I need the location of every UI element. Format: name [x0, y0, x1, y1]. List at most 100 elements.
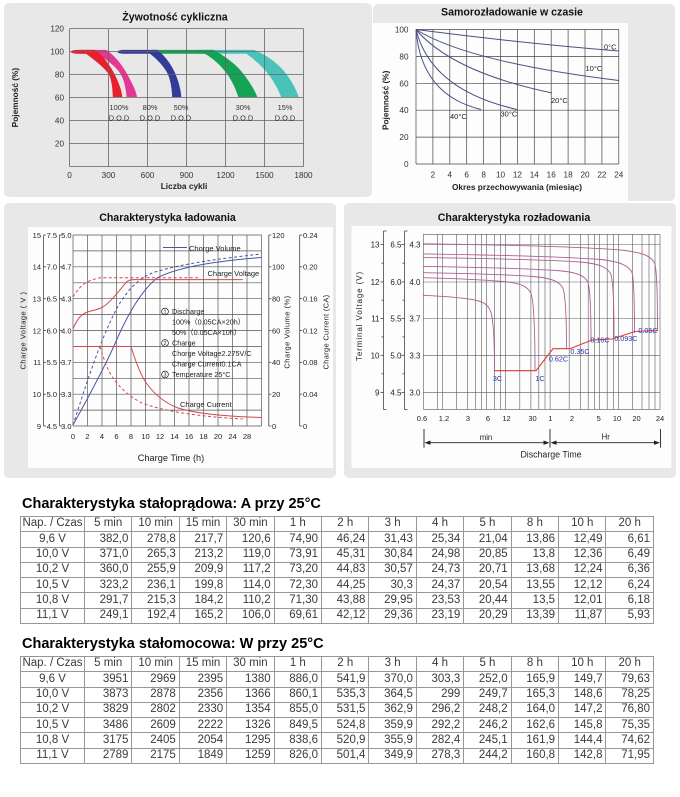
svg-text:0: 0 — [303, 422, 307, 431]
svg-text:3C: 3C — [493, 374, 502, 383]
svg-text:60: 60 — [55, 94, 65, 103]
svg-text:Hr: Hr — [602, 433, 611, 442]
svg-text:Chorge Volume: Chorge Volume — [189, 244, 241, 253]
svg-text:Charakterystyka ładowania: Charakterystyka ładowania — [99, 212, 236, 224]
svg-text:Okres przechowywania (miesiąc): Okres przechowywania (miesiąc) — [452, 182, 582, 192]
svg-text:Charge Current: Charge Current — [180, 400, 233, 409]
svg-text:2: 2 — [85, 432, 89, 441]
svg-text:100: 100 — [395, 26, 409, 35]
svg-text:3: 3 — [466, 414, 470, 423]
svg-text:80: 80 — [272, 295, 280, 304]
svg-text:28: 28 — [243, 432, 251, 441]
svg-text:Discharge Time: Discharge Time — [520, 450, 581, 460]
svg-text:8: 8 — [481, 171, 486, 180]
svg-text:6: 6 — [464, 171, 469, 180]
svg-text:40: 40 — [399, 106, 409, 115]
svg-text:3.0: 3.0 — [409, 388, 421, 397]
svg-text:2: 2 — [163, 341, 166, 347]
svg-text:1500: 1500 — [255, 171, 274, 180]
svg-text:D.O.D: D.O.D — [171, 114, 192, 123]
svg-text:10: 10 — [496, 171, 506, 180]
svg-text:60: 60 — [272, 326, 280, 335]
svg-text:0.16: 0.16 — [303, 295, 318, 304]
svg-text:11: 11 — [371, 315, 380, 324]
svg-text:14: 14 — [33, 263, 41, 272]
svg-text:13: 13 — [33, 295, 41, 304]
svg-text:24: 24 — [228, 432, 236, 441]
svg-text:Liczba cykli: Liczba cykli — [161, 181, 208, 191]
svg-text:13: 13 — [371, 241, 380, 250]
svg-text:40: 40 — [272, 358, 280, 367]
svg-text:24: 24 — [614, 171, 624, 180]
svg-text:Discharge: Discharge — [172, 307, 204, 316]
svg-text:40: 40 — [55, 117, 65, 126]
svg-text:30%: 30% — [236, 103, 251, 112]
svg-text:20: 20 — [214, 432, 222, 441]
svg-text:0.12: 0.12 — [303, 326, 318, 335]
svg-text:20: 20 — [632, 414, 640, 423]
svg-text:0: 0 — [404, 160, 409, 169]
svg-text:2: 2 — [431, 171, 436, 180]
svg-text:100%: 100% — [110, 103, 129, 112]
svg-text:Pojemność (%): Pojemność (%) — [381, 70, 391, 130]
svg-text:50%（0.05CA×10h）: 50%（0.05CA×10h） — [172, 328, 241, 337]
svg-text:7.5: 7.5 — [47, 231, 57, 240]
svg-text:10: 10 — [371, 351, 380, 360]
svg-text:900: 900 — [180, 171, 194, 180]
svg-text:100%（0.05CA×20h）: 100%（0.05CA×20h） — [172, 318, 245, 327]
svg-text:3.0: 3.0 — [61, 422, 71, 431]
svg-text:4.7: 4.7 — [61, 263, 71, 272]
svg-text:18: 18 — [564, 171, 574, 180]
svg-text:Charge Volume (%): Charge Volume (%) — [283, 295, 292, 368]
svg-text:3.3: 3.3 — [409, 351, 421, 360]
svg-text:Charge Current (CA): Charge Current (CA) — [322, 294, 331, 369]
svg-text:10°C: 10°C — [586, 64, 603, 73]
svg-text:4.3: 4.3 — [61, 295, 71, 304]
svg-text:4: 4 — [448, 171, 453, 180]
svg-text:12: 12 — [513, 171, 523, 180]
svg-text:3.3: 3.3 — [61, 390, 71, 399]
svg-text:Charakterystyka rozładowania: Charakterystyka rozładowania — [438, 212, 591, 224]
svg-text:100: 100 — [272, 263, 285, 272]
svg-text:4.0: 4.0 — [409, 278, 421, 287]
svg-text:4.5: 4.5 — [47, 422, 57, 431]
svg-text:3.7: 3.7 — [409, 315, 421, 324]
svg-text:0.08: 0.08 — [303, 358, 318, 367]
svg-text:16: 16 — [547, 171, 557, 180]
svg-text:120: 120 — [50, 25, 64, 34]
svg-text:4: 4 — [100, 432, 104, 441]
svg-text:Charge Current0.1CA: Charge Current0.1CA — [172, 360, 242, 369]
svg-text:12: 12 — [33, 326, 41, 335]
svg-text:14: 14 — [530, 171, 540, 180]
svg-text:20: 20 — [272, 390, 280, 399]
svg-text:Temperature 25°C: Temperature 25°C — [172, 370, 230, 379]
svg-text:22: 22 — [597, 171, 607, 180]
svg-text:4.3: 4.3 — [409, 241, 421, 250]
svg-text:8: 8 — [129, 432, 133, 441]
svg-text:0.6: 0.6 — [417, 414, 427, 423]
svg-text:0.62C: 0.62C — [549, 355, 568, 364]
svg-text:Charge: Charge — [172, 339, 196, 348]
svg-text:7.0: 7.0 — [47, 263, 57, 272]
svg-text:Charge Voltage: Charge Voltage — [208, 269, 260, 278]
svg-text:24: 24 — [656, 414, 664, 423]
svg-text:D.O.D: D.O.D — [140, 114, 161, 123]
svg-text:20: 20 — [399, 133, 409, 142]
svg-text:12: 12 — [502, 414, 510, 423]
svg-text:15%: 15% — [278, 103, 293, 112]
svg-text:Charge Time (h): Charge Time (h) — [138, 453, 204, 463]
svg-text:120: 120 — [272, 231, 285, 240]
svg-text:9: 9 — [375, 388, 380, 397]
svg-text:5.0: 5.0 — [390, 351, 402, 360]
svg-text:6: 6 — [114, 432, 118, 441]
svg-text:30°C: 30°C — [501, 110, 518, 119]
svg-text:0.093C: 0.093C — [614, 334, 637, 343]
svg-text:3.7: 3.7 — [61, 358, 71, 367]
svg-text:300: 300 — [102, 171, 116, 180]
svg-text:80: 80 — [55, 71, 65, 80]
svg-text:3: 3 — [163, 373, 166, 379]
svg-text:0°C: 0°C — [604, 43, 617, 52]
svg-text:6.5: 6.5 — [390, 241, 402, 250]
svg-text:1C: 1C — [535, 374, 544, 383]
svg-text:Pojemność (%): Pojemność (%) — [10, 68, 20, 128]
